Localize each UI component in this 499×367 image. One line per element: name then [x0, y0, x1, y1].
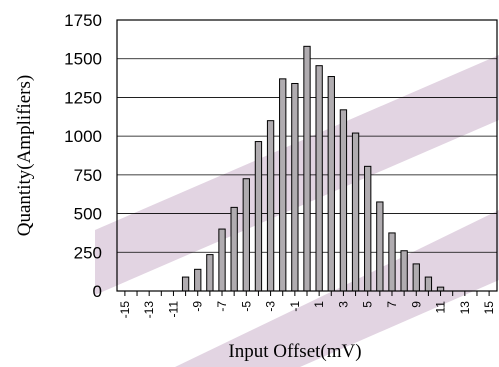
y-tick-label: 1500	[64, 50, 102, 69]
bar	[303, 45, 311, 292]
bar	[279, 78, 287, 292]
bar	[230, 206, 238, 292]
bar	[315, 65, 323, 292]
x-tick-label: 1	[312, 301, 326, 308]
bar	[218, 228, 226, 292]
y-tick-label: 250	[74, 243, 102, 262]
y-tick-label: 1750	[64, 11, 102, 30]
x-tick-label: 13	[458, 301, 472, 315]
bar	[242, 178, 250, 292]
bar	[181, 276, 190, 292]
bar	[424, 276, 433, 292]
bar	[400, 250, 408, 292]
x-tick-label: -13	[142, 301, 156, 319]
x-tick-label: -15	[118, 301, 132, 319]
bar	[254, 141, 263, 292]
x-tick-label: -3	[264, 301, 278, 312]
bar	[351, 132, 360, 292]
bar	[266, 120, 275, 292]
x-tick-label: 3	[336, 301, 350, 308]
x-tick-label: -7	[215, 301, 229, 312]
x-tick-label: 5	[361, 301, 375, 308]
bar	[412, 263, 420, 292]
bar	[291, 82, 299, 292]
watermark-stripe-2	[175, 210, 499, 367]
x-axis-ticks: -15 -13 -11 -9 -7 -5 -3 -1 1 3 5 7 9 11 13 15	[118, 291, 496, 318]
y-tick-label: 500	[74, 205, 102, 224]
x-tick-label: 9	[409, 301, 423, 308]
y-tick-label: 750	[74, 166, 102, 185]
bar	[194, 268, 202, 292]
y-tick-label: 0	[93, 282, 102, 301]
bar	[206, 254, 214, 292]
x-tick-label: -11	[166, 301, 180, 318]
x-tick-label: -5	[239, 301, 253, 312]
x-tick-label: 15	[482, 301, 496, 315]
x-tick-label: 11	[434, 301, 448, 314]
y-axis-label: Quantity(Amplifiers)	[14, 75, 35, 236]
bar	[388, 232, 396, 292]
bar	[327, 76, 335, 292]
bar	[339, 109, 348, 292]
y-axis-ticks: 0 250 500 750 1000 1250 1500 1750	[64, 11, 102, 301]
x-axis-label: Input Offset(mV)	[228, 341, 361, 362]
x-tick-label: -9	[191, 301, 205, 312]
bar	[376, 201, 384, 292]
x-tick-label: -1	[288, 301, 302, 312]
y-tick-label: 1000	[64, 127, 102, 146]
y-tick-label: 1250	[64, 88, 102, 107]
x-tick-label: 7	[385, 301, 399, 308]
bar	[364, 165, 372, 292]
